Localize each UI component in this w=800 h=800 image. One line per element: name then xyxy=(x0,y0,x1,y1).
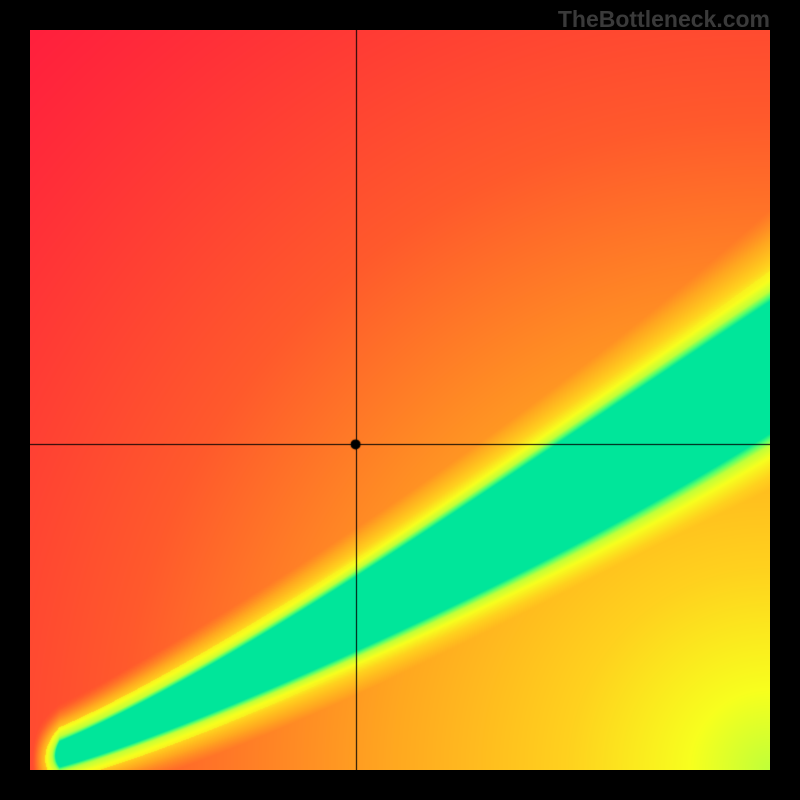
bottleneck-heatmap-chart xyxy=(30,30,770,770)
chart-container: TheBottleneck.com xyxy=(0,0,800,800)
watermark-text: TheBottleneck.com xyxy=(558,6,770,33)
